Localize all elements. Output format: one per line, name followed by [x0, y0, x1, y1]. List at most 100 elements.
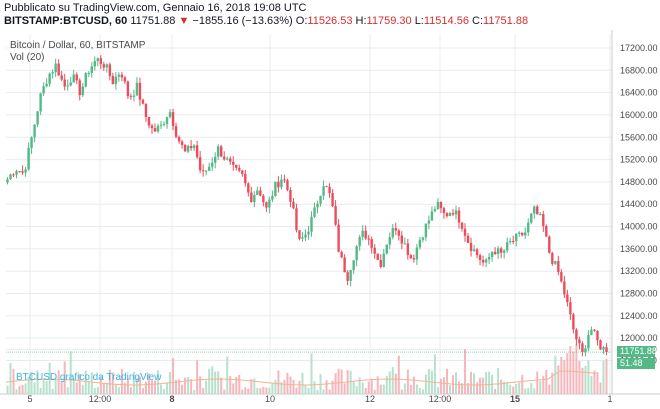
- candle-body: [12, 174, 15, 176]
- volume-bar: [214, 371, 217, 394]
- watermark-link[interactable]: BTCUSD grafico da TradingView: [16, 372, 162, 383]
- volume-bar: [593, 370, 596, 394]
- candle-body: [316, 203, 319, 208]
- volume-bar: [388, 371, 391, 394]
- candle-body: [24, 169, 27, 173]
- candle-body: [174, 126, 178, 137]
- candle-body: [397, 230, 401, 236]
- candle-body: [334, 206, 337, 225]
- candle-body: [460, 222, 464, 229]
- candle-body: [60, 75, 63, 80]
- candle-body: [232, 161, 235, 165]
- published-note: Pubblicato su TradingView.com, Gennaio 1…: [4, 2, 307, 14]
- candle-body: [144, 103, 148, 117]
- candle-body: [33, 124, 36, 138]
- candle-body: [177, 136, 181, 142]
- open-label: O:: [295, 15, 308, 27]
- volume-bar: [211, 366, 214, 394]
- volume-bar: [373, 389, 376, 394]
- candle-body: [533, 206, 536, 214]
- volume-bar: [376, 376, 379, 394]
- volume-bar: [75, 382, 78, 394]
- volume-bar: [409, 385, 412, 394]
- candle-body: [132, 95, 136, 97]
- volume-bar: [184, 377, 187, 394]
- volume-bar: [461, 383, 464, 394]
- candle-body: [186, 145, 190, 152]
- volume-bar: [202, 388, 205, 394]
- candle-body: [220, 146, 223, 157]
- candle-body: [120, 74, 124, 78]
- x-tick-label: 10: [265, 394, 275, 404]
- candle-body: [159, 124, 163, 126]
- down-arrow-icon: ▼: [178, 15, 190, 27]
- candle-body: [48, 73, 51, 84]
- candle-body: [454, 210, 458, 215]
- candle-body: [545, 226, 548, 237]
- candle-body: [247, 183, 250, 193]
- candle-body: [487, 257, 491, 260]
- y-tick-label: 17200.00: [620, 43, 658, 53]
- candle-body: [530, 213, 533, 223]
- candle-body: [442, 208, 446, 214]
- candle-body: [292, 201, 295, 209]
- candle-body: [319, 195, 322, 204]
- volume-bar: [524, 388, 527, 394]
- candle-body: [361, 230, 364, 238]
- candle-body: [313, 207, 316, 217]
- candle-body: [298, 230, 301, 239]
- candle-body: [96, 58, 100, 62]
- candle-body: [557, 261, 560, 273]
- candle-body: [126, 81, 130, 97]
- volume-bar: [141, 388, 144, 394]
- candle-body: [138, 82, 142, 100]
- volume-bar: [415, 384, 418, 394]
- candle-body: [524, 232, 527, 236]
- y-tick-label: 12000.00: [620, 333, 658, 343]
- candle-body: [226, 158, 229, 160]
- volume-bar: [250, 379, 253, 394]
- candle-body: [409, 255, 413, 259]
- candle-body: [322, 186, 325, 196]
- volume-bar: [536, 371, 539, 394]
- volume-bar: [599, 382, 602, 394]
- volume-bar: [361, 382, 364, 394]
- chart-area[interactable]: 11600.0011800.0012000.0012400.0012800.00…: [0, 30, 660, 409]
- volume-bar: [442, 377, 445, 394]
- candle-body: [213, 156, 217, 163]
- volume-bar: [569, 346, 572, 394]
- close-label: C:: [472, 15, 484, 27]
- volume-bar: [578, 360, 581, 394]
- candle-body: [204, 170, 208, 172]
- candle-body: [340, 251, 343, 258]
- candle-body: [81, 86, 84, 96]
- candle-body: [370, 239, 373, 248]
- volume-ma-line: [5, 370, 597, 386]
- candle-body: [69, 82, 72, 86]
- candle-body: [436, 201, 440, 210]
- candle-body: [484, 259, 488, 263]
- candle-body: [72, 74, 75, 83]
- volume-bar: [57, 370, 60, 394]
- candle-body: [36, 111, 39, 125]
- high-label: H:: [355, 15, 367, 27]
- volume-bar: [331, 380, 334, 394]
- candle-body: [481, 259, 485, 263]
- candle-body: [135, 82, 139, 96]
- volume-bar: [364, 387, 367, 394]
- candle-body: [367, 238, 370, 240]
- candle-body: [223, 156, 226, 160]
- candle-body: [183, 144, 187, 152]
- volume-bar: [343, 383, 346, 394]
- candle-body: [274, 181, 277, 197]
- candle-body: [415, 247, 419, 260]
- candle-body: [6, 179, 9, 183]
- candle-body: [382, 253, 385, 267]
- candle-body: [18, 171, 21, 173]
- price-chart-svg[interactable]: 11600.0011800.0012000.0012400.0012800.00…: [0, 30, 660, 409]
- candle-body: [210, 162, 214, 167]
- volume-bar: [99, 377, 102, 394]
- volume-bar: [304, 385, 307, 394]
- candle-body: [578, 339, 581, 344]
- candle-body: [286, 180, 289, 190]
